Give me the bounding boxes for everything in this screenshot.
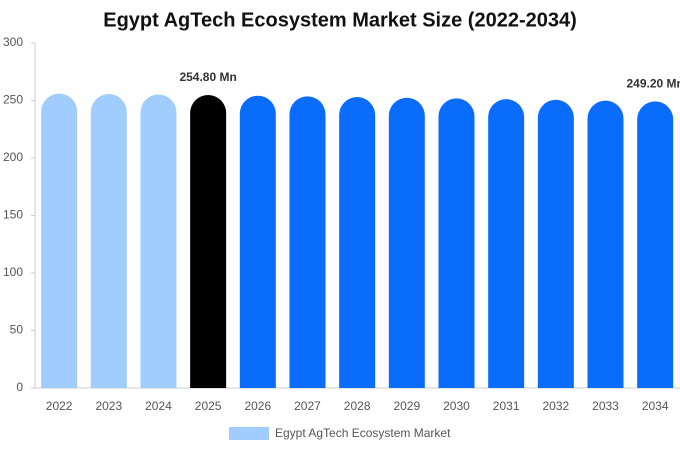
chart-title: Egypt AgTech Ecosystem Market Size (2022…: [103, 9, 577, 31]
bar: [488, 99, 525, 388]
x-tick-label: 2028: [344, 399, 371, 413]
x-tick-label: 2031: [493, 399, 520, 413]
bar: [637, 101, 674, 389]
x-tick-label: 2026: [244, 399, 271, 413]
x-tick-label: 2023: [95, 399, 122, 413]
y-tick-label: 300: [3, 35, 23, 49]
x-tick-label: 2033: [592, 399, 619, 413]
bar: [339, 97, 376, 389]
x-tick-label: 2030: [443, 399, 470, 413]
data-label: 254.80 Mn: [179, 70, 236, 84]
x-tick-label: 2024: [145, 399, 172, 413]
y-tick-label: 100: [3, 265, 23, 279]
bar: [190, 94, 227, 388]
y-tick-label: 200: [3, 150, 23, 164]
x-tick-label: 2029: [393, 399, 420, 413]
legend-label: Egypt AgTech Ecosystem Market: [275, 426, 451, 440]
bar: [41, 93, 78, 388]
x-tick-label: 2027: [294, 399, 321, 413]
bar: [537, 99, 574, 388]
bar: [438, 98, 475, 389]
x-tick-label: 2032: [542, 399, 569, 413]
y-tick-label: 50: [10, 323, 24, 337]
bar: [388, 97, 425, 389]
y-tick-label: 150: [3, 208, 23, 222]
bar: [140, 94, 177, 389]
bar: [90, 94, 127, 388]
bar: [587, 100, 624, 389]
data-label: 249.20 Mn: [626, 77, 680, 91]
x-tick-label: 2025: [195, 399, 222, 413]
bar: [289, 96, 326, 389]
x-tick-label: 2034: [642, 399, 669, 413]
bar: [239, 95, 276, 389]
y-tick-label: 0: [16, 380, 23, 394]
y-tick-label: 250: [3, 93, 23, 107]
legend-swatch: [229, 427, 269, 440]
x-tick-label: 2022: [46, 399, 73, 413]
